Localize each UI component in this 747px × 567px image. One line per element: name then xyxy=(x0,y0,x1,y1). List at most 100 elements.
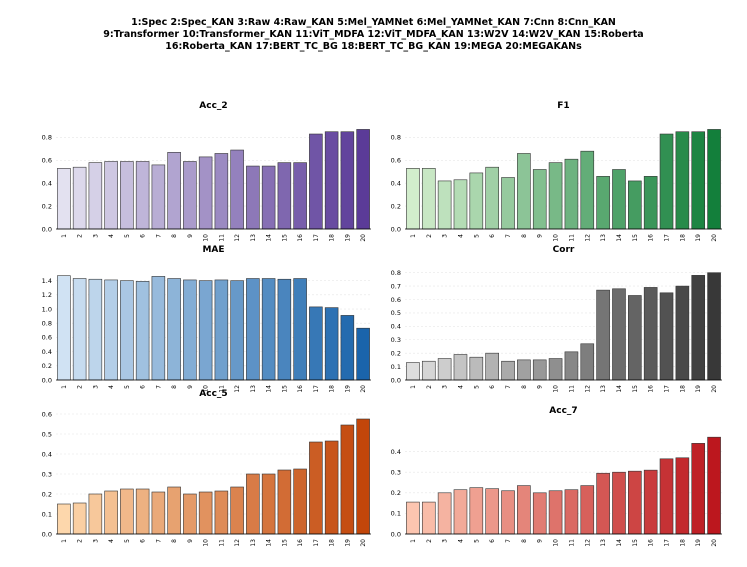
bar-9 xyxy=(183,161,197,230)
y-tick-label: 0.8 xyxy=(42,134,52,142)
bar-9 xyxy=(532,492,547,535)
x-tick-label: 17 xyxy=(313,539,320,547)
bar-17 xyxy=(309,306,323,381)
x-tick-label: 5 xyxy=(124,234,131,238)
x-tick-label: 13 xyxy=(600,385,607,393)
bar-7 xyxy=(501,177,515,230)
bar-11 xyxy=(564,489,579,535)
bar-7 xyxy=(151,164,166,230)
bar-3 xyxy=(88,162,103,230)
x-tick-label: 16 xyxy=(648,385,655,393)
y-tick-label: 0.5 xyxy=(391,309,401,317)
x-tick-label: 10 xyxy=(553,234,560,242)
x-tick-label: 15 xyxy=(281,385,288,393)
bar-19 xyxy=(340,131,355,230)
y-tick-label: 0.0 xyxy=(391,225,401,233)
x-tick-label: 8 xyxy=(171,539,178,543)
bar-9 xyxy=(532,359,547,381)
x-tick-label: 12 xyxy=(584,539,591,547)
y-tick-label: 0.6 xyxy=(42,334,52,342)
x-tick-label: 7 xyxy=(155,539,162,543)
chart-legend: 1:Spec 2:Spec_KAN 3:Raw 4:Raw_KAN 5:Mel_… xyxy=(0,17,747,53)
x-tick-label: 1 xyxy=(410,234,417,238)
x-tick-label: 3 xyxy=(442,539,449,543)
bar-6 xyxy=(485,352,499,381)
bar-11 xyxy=(214,153,229,230)
y-tick-label: 0.4 xyxy=(42,348,52,356)
y-tick-label: 1.0 xyxy=(42,305,52,313)
bar-5 xyxy=(120,280,134,381)
bar-3 xyxy=(437,492,452,535)
bar-9 xyxy=(183,493,197,535)
x-tick-label: 19 xyxy=(344,234,351,242)
x-tick-label: 14 xyxy=(616,385,623,393)
bar-13 xyxy=(246,278,260,381)
x-tick-label: 16 xyxy=(648,234,655,242)
bar-10 xyxy=(198,280,213,381)
bar-15 xyxy=(277,278,292,381)
bar-19 xyxy=(340,315,355,381)
x-tick-label: 16 xyxy=(648,539,655,547)
bar-15 xyxy=(277,469,292,535)
bar-14 xyxy=(261,278,276,381)
bar-12 xyxy=(230,486,244,535)
bar-11 xyxy=(564,351,579,381)
x-tick-label: 3 xyxy=(92,234,99,238)
x-tick-label: 16 xyxy=(297,385,304,393)
bar-13 xyxy=(596,472,610,535)
x-tick-label: 18 xyxy=(679,385,686,393)
y-tick-label: 0.4 xyxy=(391,448,401,456)
bar-3 xyxy=(437,180,452,230)
bar-8 xyxy=(167,278,181,381)
bar-15 xyxy=(628,295,642,381)
chart-panel-acc_5: Acc_50.00.10.20.30.40.50.61 2 3 4 5 6 7 8 9 10 11 1… xyxy=(42,389,371,547)
bar-13 xyxy=(596,176,610,230)
y-tick-label: 0.0 xyxy=(391,530,401,538)
x-tick-label: 20 xyxy=(711,385,718,393)
bar-6 xyxy=(485,488,499,535)
x-tick-label: 2 xyxy=(77,385,84,389)
x-tick-label: 2 xyxy=(426,539,433,543)
x-tick-label: 7 xyxy=(155,234,162,238)
x-tick-label: 4 xyxy=(108,385,115,389)
x-tick-label: 11 xyxy=(568,539,575,547)
y-tick-label: 1.4 xyxy=(42,277,52,285)
x-tick-label: 13 xyxy=(250,539,257,547)
bar-18 xyxy=(675,131,690,230)
x-tick-label: 6 xyxy=(489,539,496,543)
bar-20 xyxy=(356,129,370,230)
x-tick-label: 12 xyxy=(584,234,591,242)
legend-line-1: 1:Spec 2:Spec_KAN 3:Raw 4:Raw_KAN 5:Mel_… xyxy=(131,17,616,28)
bar-16 xyxy=(293,468,307,535)
bar-14 xyxy=(612,169,626,230)
bar-15 xyxy=(628,470,642,535)
x-tick-label: 14 xyxy=(616,234,623,242)
bar-7 xyxy=(151,276,166,381)
y-tick-label: 0.0 xyxy=(391,376,401,384)
x-tick-label: 3 xyxy=(92,385,99,389)
x-tick-label: 6 xyxy=(140,385,147,389)
bar-12 xyxy=(230,280,244,381)
y-tick-label: 0.6 xyxy=(42,410,52,418)
x-tick-label: 5 xyxy=(124,385,131,389)
y-tick-label: 0.0 xyxy=(42,225,52,233)
bar-10 xyxy=(548,490,563,535)
chart-panel-f1: F10.00.20.40.60.81 2 3 4 5 6 7 8 9 10 11 12 13 14 15 16… xyxy=(391,101,722,242)
bar-14 xyxy=(612,471,626,535)
x-tick-label: 6 xyxy=(489,385,496,389)
bar-19 xyxy=(340,424,355,535)
bar-5 xyxy=(120,161,134,230)
chart-title: Acc_2 xyxy=(199,101,227,111)
y-tick-label: 0.4 xyxy=(391,180,401,188)
bar-4 xyxy=(104,490,118,535)
bar-13 xyxy=(596,289,610,381)
bar-4 xyxy=(453,489,468,535)
x-tick-label: 18 xyxy=(329,234,336,242)
bar-10 xyxy=(198,491,213,535)
y-tick-label: 0.4 xyxy=(42,180,52,188)
x-tick-label: 8 xyxy=(521,234,528,238)
x-tick-label: 5 xyxy=(473,234,480,238)
bar-15 xyxy=(628,180,642,230)
y-tick-label: 0.3 xyxy=(391,469,401,477)
x-tick-label: 6 xyxy=(489,234,496,238)
